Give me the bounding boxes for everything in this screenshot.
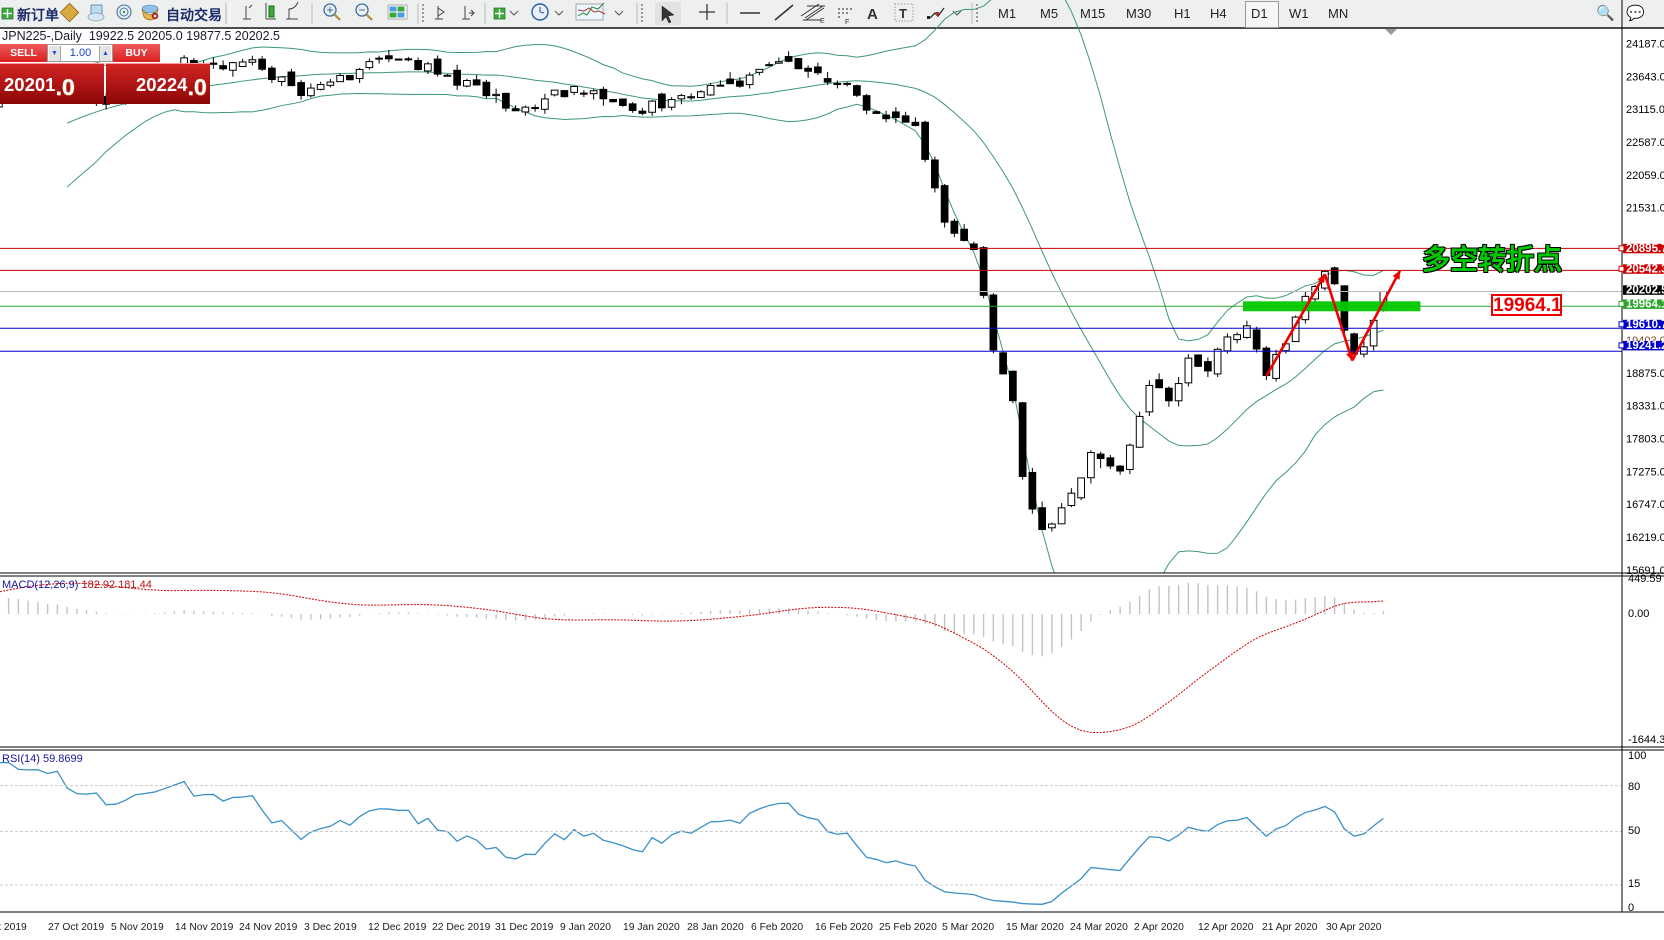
svg-text:24187.0: 24187.0 [1626, 39, 1664, 51]
svg-text:MACD(12,26,9) 182.92 181.44: MACD(12,26,9) 182.92 181.44 [2, 579, 152, 591]
svg-text:20202.5: 20202.5 [1626, 284, 1664, 296]
svg-text:21 Apr 2020: 21 Apr 2020 [1262, 922, 1318, 933]
svg-text:Oct 2019: Oct 2019 [0, 922, 27, 933]
svg-text:15: 15 [1628, 878, 1640, 890]
svg-text:24 Mar 2020: 24 Mar 2020 [1070, 922, 1128, 933]
svg-text:21531.0: 21531.0 [1626, 203, 1664, 215]
svg-text:0.00: 0.00 [1628, 608, 1649, 620]
svg-text:27 Oct 2019: 27 Oct 2019 [48, 922, 104, 933]
svg-text:19964.1: 19964.1 [1626, 298, 1664, 310]
svg-text:22 Dec 2019: 22 Dec 2019 [432, 922, 491, 933]
svg-text:30 Apr 2020: 30 Apr 2020 [1326, 922, 1382, 933]
svg-text:17275.0: 17275.0 [1626, 466, 1664, 478]
svg-text:2 Apr 2020: 2 Apr 2020 [1134, 922, 1184, 933]
svg-text:100: 100 [1628, 750, 1646, 762]
svg-text:12 Dec 2019: 12 Dec 2019 [368, 922, 427, 933]
svg-text:16219.0: 16219.0 [1626, 532, 1664, 544]
svg-text:22059.0: 22059.0 [1626, 170, 1664, 182]
svg-text:3 Dec 2019: 3 Dec 2019 [304, 922, 357, 933]
svg-text:22587.0: 22587.0 [1626, 137, 1664, 149]
svg-text:19610.7: 19610.7 [1626, 319, 1664, 331]
svg-text:12 Apr 2020: 12 Apr 2020 [1198, 922, 1254, 933]
svg-text:6 Feb 2020: 6 Feb 2020 [751, 922, 803, 933]
svg-text:24 Nov 2019: 24 Nov 2019 [239, 922, 298, 933]
svg-text:16 Feb 2020: 16 Feb 2020 [815, 922, 873, 933]
svg-text:31 Dec 2019: 31 Dec 2019 [495, 922, 554, 933]
svg-text:0: 0 [1628, 902, 1634, 914]
svg-text:23115.0: 23115.0 [1626, 104, 1664, 116]
svg-text:80: 80 [1628, 781, 1640, 793]
svg-text:14 Nov 2019: 14 Nov 2019 [175, 922, 234, 933]
svg-text:23643.0: 23643.0 [1626, 71, 1664, 83]
svg-text:20895.7: 20895.7 [1626, 243, 1664, 255]
svg-text:17803.0: 17803.0 [1626, 434, 1664, 446]
svg-text:-1644.35: -1644.35 [1628, 734, 1664, 746]
svg-text:28 Jan 2020: 28 Jan 2020 [687, 922, 744, 933]
svg-text:18875.0: 18875.0 [1626, 368, 1664, 380]
svg-text:19 Jan 2020: 19 Jan 2020 [623, 922, 680, 933]
svg-text:9 Jan 2020: 9 Jan 2020 [560, 922, 611, 933]
svg-text:18331.0: 18331.0 [1626, 401, 1664, 413]
svg-text:RSI(14) 59.8699: RSI(14) 59.8699 [2, 753, 83, 765]
svg-text:19241.2: 19241.2 [1626, 340, 1664, 352]
svg-text:50: 50 [1628, 825, 1640, 837]
svg-text:25 Feb 2020: 25 Feb 2020 [879, 922, 937, 933]
svg-text:5 Nov 2019: 5 Nov 2019 [111, 922, 164, 933]
svg-text:20542.3: 20542.3 [1626, 263, 1664, 275]
svg-text:16747.0: 16747.0 [1626, 499, 1664, 511]
svg-text:15 Mar 2020: 15 Mar 2020 [1006, 922, 1064, 933]
svg-text:449.59: 449.59 [1628, 573, 1662, 585]
svg-text:5 Mar 2020: 5 Mar 2020 [942, 922, 994, 933]
